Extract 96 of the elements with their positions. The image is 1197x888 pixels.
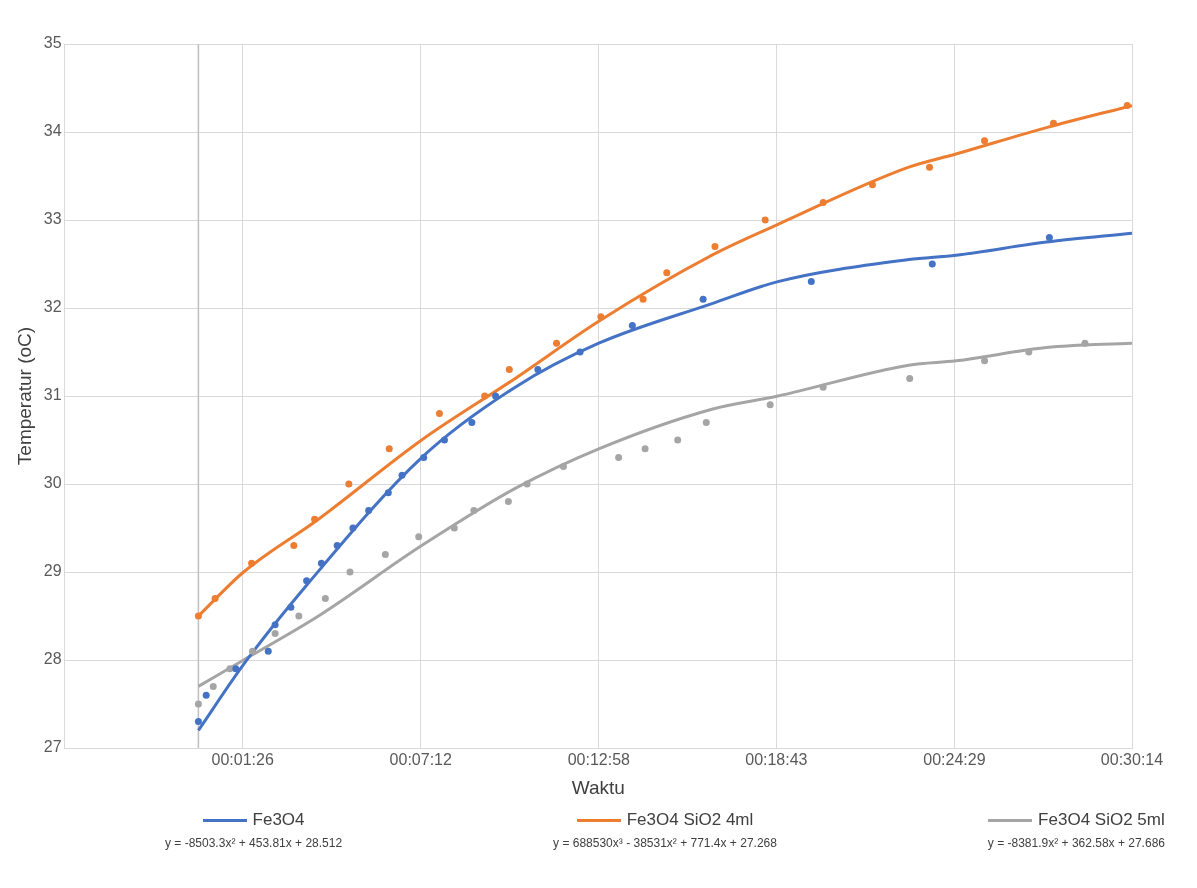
- point: [385, 445, 393, 453]
- x-tick-label: 00:12:58: [567, 751, 631, 769]
- point: [504, 498, 512, 506]
- point: [699, 295, 707, 303]
- point: [868, 181, 876, 189]
- point: [1025, 348, 1033, 356]
- x-axis-title: Waktu: [571, 776, 625, 798]
- point: [249, 647, 257, 655]
- point: [819, 383, 827, 391]
- x-tick-label: 00:18:43: [745, 751, 808, 769]
- y-tick-label: 27: [43, 738, 62, 756]
- point: [523, 480, 531, 488]
- y-tick-label: 32: [43, 298, 62, 316]
- point: [928, 260, 936, 268]
- text: y = -8381.9x² + 362.58x + 27.686: [987, 836, 1165, 850]
- point: [702, 418, 710, 426]
- point: [1081, 339, 1089, 347]
- y-tick-label: 33: [43, 210, 62, 228]
- point: [628, 322, 636, 330]
- point: [209, 682, 217, 690]
- x-tick-label: 00:30:14: [1100, 751, 1164, 769]
- text: y = 688530x³ - 38531x² + 771.4x + 27.268: [553, 836, 777, 850]
- point: [321, 594, 329, 602]
- y-tick-label: 29: [43, 562, 62, 580]
- point: [317, 559, 325, 567]
- point: [559, 462, 567, 470]
- point: [287, 603, 295, 611]
- point: [365, 506, 373, 514]
- point: [264, 647, 272, 655]
- y-tick-label: 28: [43, 650, 62, 668]
- point: [1045, 234, 1053, 242]
- point: [435, 410, 443, 418]
- point: [534, 366, 542, 374]
- point: [470, 506, 478, 514]
- line-series: [196, 341, 1132, 688]
- point: [641, 445, 649, 453]
- legend-label: Fe3O4 SiO2 4ml: [626, 810, 754, 830]
- point: [766, 401, 774, 409]
- point: [311, 515, 319, 523]
- point: [349, 524, 357, 532]
- point: [303, 577, 311, 585]
- y-tick-label: 34: [43, 122, 62, 140]
- point: [346, 568, 354, 576]
- point: [415, 533, 423, 541]
- point: [248, 559, 256, 567]
- point: [674, 436, 682, 444]
- y-tick-label: 35: [43, 34, 62, 52]
- point: [481, 392, 489, 400]
- point: [295, 612, 303, 620]
- point: [226, 665, 234, 673]
- point: [576, 348, 584, 356]
- legend-label: Fe3O4: [252, 810, 305, 830]
- point: [663, 269, 671, 277]
- point: [232, 665, 240, 673]
- point: [194, 612, 202, 620]
- point: [505, 366, 513, 374]
- text: y = -8503.3x² + 453.81x + 28.512: [165, 836, 343, 850]
- point: [906, 374, 914, 382]
- y-axis-title: Temperatur (oC): [13, 326, 35, 466]
- x-tick-label: 00:24:29: [923, 751, 986, 769]
- point: [381, 550, 389, 558]
- point: [271, 621, 279, 629]
- point: [553, 339, 561, 347]
- line-series: [196, 231, 1132, 732]
- point: [194, 718, 202, 726]
- point: [450, 524, 458, 532]
- point: [926, 163, 934, 171]
- y-tick-label: 30: [43, 474, 62, 492]
- y-tick-label: 31: [43, 386, 62, 404]
- point: [440, 436, 448, 444]
- point: [1123, 102, 1131, 110]
- point: [290, 542, 298, 550]
- point: [981, 137, 989, 145]
- point: [1049, 119, 1057, 127]
- point: [202, 691, 210, 699]
- point: [492, 392, 500, 400]
- legend-label: Fe3O4 SiO2 5ml: [1038, 810, 1165, 830]
- point: [194, 700, 202, 708]
- point: [597, 313, 605, 321]
- point: [639, 295, 647, 303]
- point: [211, 594, 219, 602]
- point: [398, 471, 406, 479]
- point: [333, 542, 341, 550]
- point: [345, 480, 353, 488]
- x-tick-label: 00:07:12: [389, 751, 452, 769]
- point: [819, 198, 827, 206]
- x-tick-label: 00:01:26: [211, 751, 274, 769]
- point: [711, 242, 719, 250]
- point: [468, 418, 476, 426]
- point: [615, 454, 623, 462]
- point: [761, 216, 769, 224]
- point: [271, 630, 279, 638]
- point: [420, 454, 428, 462]
- point: [384, 489, 392, 497]
- point: [981, 357, 989, 365]
- point: [807, 278, 815, 286]
